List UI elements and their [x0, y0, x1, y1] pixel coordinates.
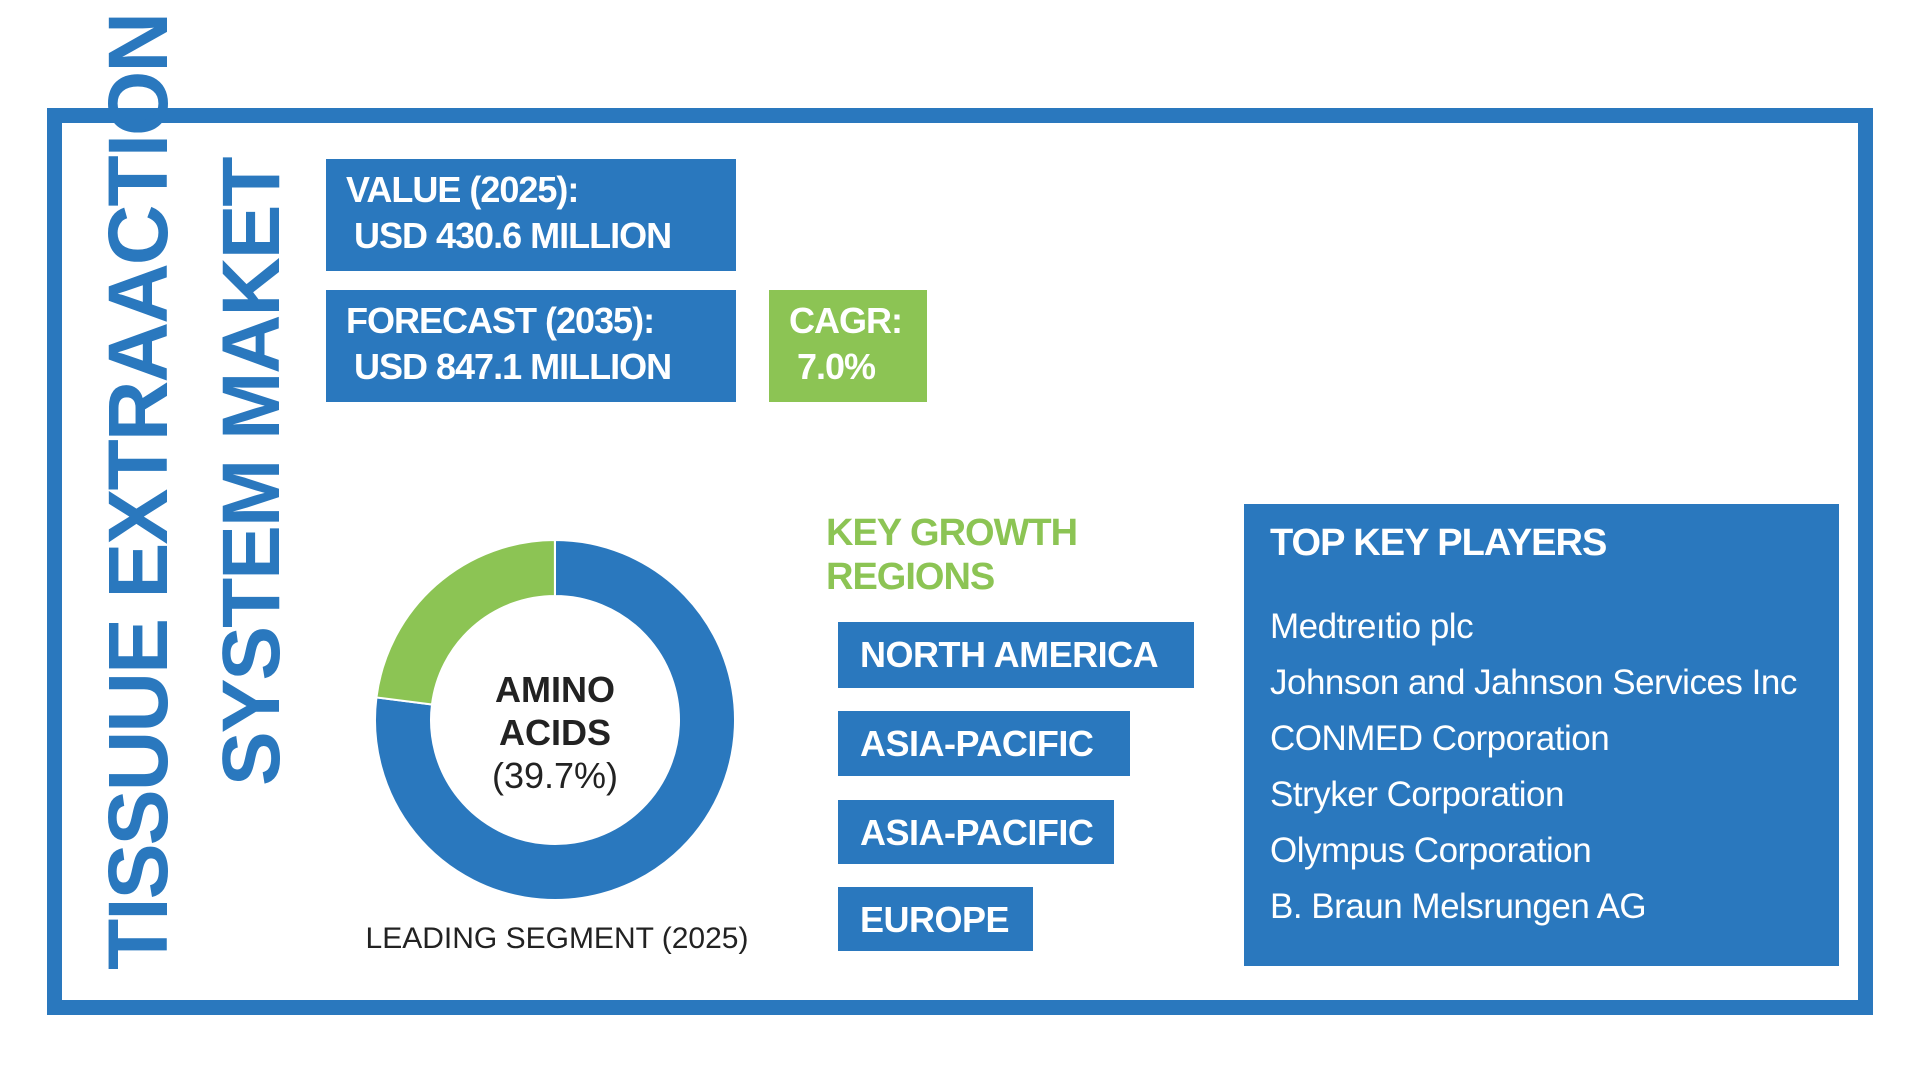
player-item: CONMED Corporation [1270, 719, 1610, 758]
value-amount: USD 430.6 MILLION [354, 215, 672, 256]
title-line-2: SYSTEM MAKET [206, 158, 297, 786]
cagr-label: CAGR: [789, 300, 903, 341]
forecast-amount: USD 847.1 MILLION [354, 346, 672, 387]
value-2025-box: VALUE (2025): USD 430.6 MILLION [326, 159, 736, 271]
donut-segment-blue [374, 539, 736, 901]
region-north-america: NORTH AMERICA [838, 622, 1194, 688]
donut-segment-green [375, 539, 556, 706]
infographic-frame [47, 108, 1873, 1015]
center-line-1: AMINO [495, 669, 615, 710]
cagr-amount: 7.0% [797, 346, 876, 387]
donut-center-label: AMINO ACIDS (39.7%) [455, 668, 655, 797]
player-item: Stryker Corporation [1270, 775, 1564, 814]
leading-segment-caption: LEADING SEGMENT (2025) [365, 922, 749, 955]
region-asia-pacific-2: ASIA-PACIFIC [838, 800, 1114, 864]
key-growth-regions-heading: KEY GROWTH REGIONS [826, 511, 1078, 599]
region-asia-pacific: ASIA-PACIFIC [838, 711, 1130, 776]
value-label: VALUE (2025): [346, 169, 579, 210]
center-line-3: (39.7%) [491, 755, 619, 796]
forecast-2035-box: FORECAST (2035): USD 847.1 MILLION [326, 290, 736, 402]
heading-line-1: KEY GROWTH [826, 512, 1078, 554]
heading-line-2: REGIONS [826, 556, 995, 598]
player-item: B. Braun Melsrungen AG [1270, 887, 1647, 926]
region-europe: EUROPE [838, 887, 1033, 951]
player-item: Johnson and Jahnson Services Inc [1270, 663, 1797, 702]
cagr-box: CAGR: 7.0% [769, 290, 927, 402]
center-line-2: ACIDS [498, 712, 611, 753]
title-line-1: TISSUUE EXTRAACTION [91, 13, 185, 970]
segment-donut-chart [374, 539, 736, 901]
players-heading: TOP KEY PLAYERS [1270, 522, 1607, 564]
forecast-label: FORECAST (2035): [346, 300, 655, 341]
player-item: Medtreıtio plc [1270, 607, 1474, 646]
top-key-players-panel: TOP KEY PLAYERS Medtreıtio plc Johnson a… [1244, 504, 1839, 966]
player-item: Olympus Corporation [1270, 831, 1592, 870]
